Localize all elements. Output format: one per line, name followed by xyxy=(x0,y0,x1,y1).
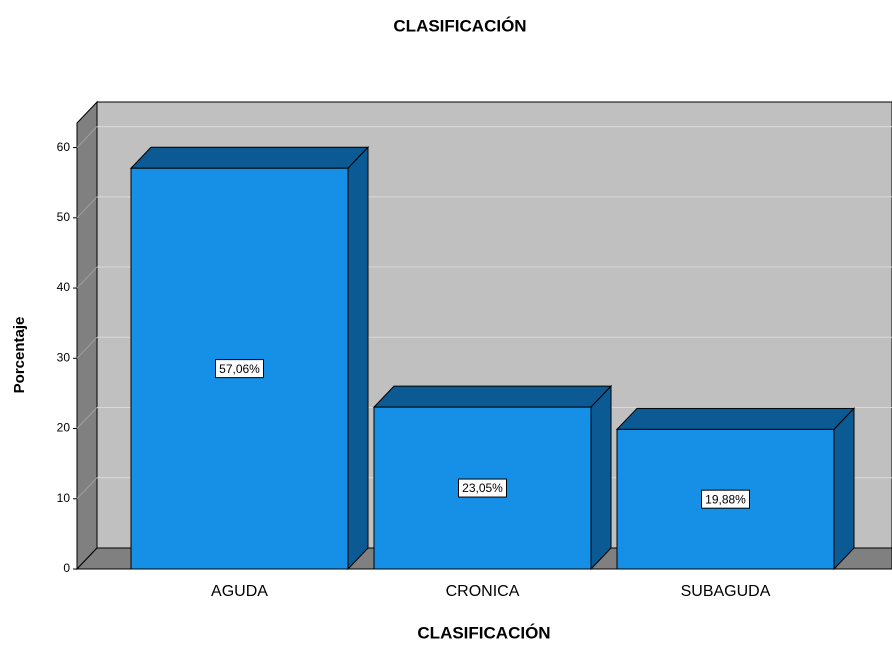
left-wall xyxy=(76,100,98,571)
y-tick-label: 60 xyxy=(57,140,71,154)
y-axis-label: Porcentaje xyxy=(11,317,28,394)
bar-side xyxy=(347,145,369,571)
x-tick-label: SUBAGUDA xyxy=(681,583,771,600)
x-tick-label: AGUDA xyxy=(211,583,268,600)
value-label: 57,06% xyxy=(219,362,260,376)
grid-line xyxy=(76,336,98,359)
grid-line xyxy=(76,196,98,219)
y-tick-label: 0 xyxy=(63,561,70,575)
y-tick-label: 40 xyxy=(57,280,71,294)
grid-line xyxy=(76,407,98,429)
x-axis-label: CLASIFICACIÓN xyxy=(417,623,550,642)
y-tick-label: 20 xyxy=(57,421,71,435)
grid-line xyxy=(76,266,98,289)
value-label: 23,05% xyxy=(462,481,503,495)
bar-side xyxy=(833,407,855,571)
chart-title: CLASIFICACIÓN xyxy=(393,16,526,35)
y-tick-label: 30 xyxy=(57,350,71,364)
bar-top xyxy=(615,407,856,430)
bar-top xyxy=(372,385,613,408)
value-label-box xyxy=(458,478,507,498)
bar-side xyxy=(590,384,612,571)
y-tick-label: 50 xyxy=(57,210,71,224)
x-tick-label: CRONICA xyxy=(446,583,520,600)
value-label: 19,88% xyxy=(705,492,746,506)
grid-line xyxy=(76,477,98,500)
y-tick-label: 10 xyxy=(57,491,71,505)
grid-line xyxy=(76,126,98,148)
value-label-box xyxy=(701,489,750,509)
bar-top xyxy=(129,146,370,169)
value-label-box xyxy=(215,359,264,379)
